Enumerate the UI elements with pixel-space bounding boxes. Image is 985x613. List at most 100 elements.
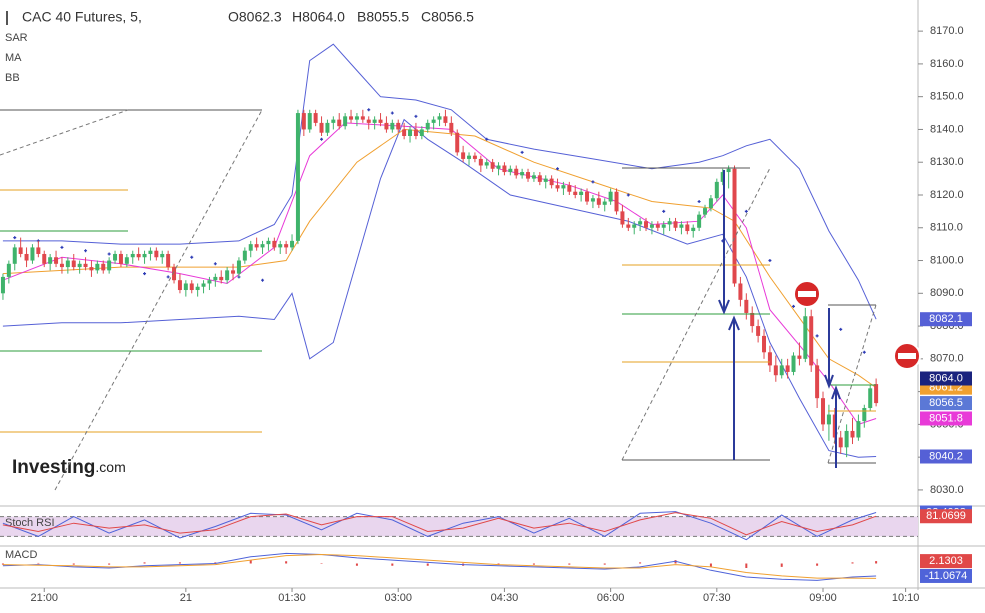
candle-body [30, 247, 35, 261]
candle-body [107, 260, 112, 271]
candle-body [579, 191, 584, 195]
stoch-line [2, 512, 877, 536]
candle-body [172, 267, 177, 281]
candle-body [425, 122, 430, 130]
candle-body [290, 240, 295, 248]
candle-body [337, 119, 342, 127]
candle-body [638, 221, 643, 225]
y-tick-label: 8090.0 [930, 287, 964, 299]
candle-body [856, 421, 861, 438]
candle-body [189, 283, 194, 291]
candle-body [59, 263, 64, 268]
value-tag-bg [920, 509, 972, 524]
histogram-bar [603, 563, 606, 565]
y-tick-label: 8160.0 [930, 58, 964, 70]
candle-body [514, 168, 519, 176]
candle-body [756, 326, 761, 336]
panel-title: MACD [5, 549, 37, 561]
candle-body [496, 165, 501, 169]
candle-body [213, 276, 218, 281]
candle-body [649, 224, 654, 228]
candle-body [567, 185, 572, 192]
candle-body [113, 253, 118, 261]
sar-dot [626, 193, 630, 197]
candle-body [166, 253, 171, 268]
histogram-bar [37, 562, 40, 564]
sar-dot [839, 327, 843, 331]
sar-dot [768, 259, 772, 263]
drawn-trend [0, 109, 129, 156]
indicator-label[interactable]: BB [5, 72, 20, 84]
indicator-label[interactable]: SAR [5, 32, 28, 44]
last-price-tag: 8056.5 [929, 397, 963, 409]
sar-dot [320, 137, 324, 141]
candle-body [573, 191, 578, 195]
candle-body [278, 244, 283, 248]
price-tag: 8040.2 [929, 450, 963, 462]
x-tick-label: 21 [180, 592, 192, 604]
histogram-bar [639, 562, 642, 564]
arrow-head [728, 315, 740, 331]
candle-body [231, 270, 236, 274]
x-tick-label: 04:30 [491, 592, 519, 604]
candle-body [437, 116, 442, 120]
candle-body [555, 185, 560, 189]
candle-body [608, 191, 613, 202]
sar-dot [662, 209, 666, 213]
candle-body [413, 129, 418, 136]
candle-body [201, 283, 206, 287]
candle-body [331, 119, 336, 123]
candle-body [0, 276, 5, 294]
x-tick-label: 03:00 [384, 592, 412, 604]
y-tick-label: 8170.0 [930, 25, 964, 37]
candle-body [585, 191, 590, 202]
candle-body [83, 263, 88, 268]
candle-body [732, 168, 737, 284]
y-tick-label: 8030.0 [930, 484, 964, 496]
quote-close: C8056.5 [421, 9, 474, 25]
y-tick-label: 8120.0 [930, 189, 964, 201]
x-tick-label: 07:30 [703, 592, 731, 604]
candle-body [838, 437, 843, 448]
candle-body [48, 257, 53, 264]
sar-dot [367, 108, 371, 112]
candle-body [354, 116, 359, 120]
candle-body [402, 129, 407, 136]
histogram-bar [285, 561, 288, 564]
logo: Investing.com [12, 457, 126, 478]
sar-dot [143, 272, 147, 276]
x-tick-label: 06:00 [597, 592, 625, 604]
value-tag: 81.0699 [926, 510, 966, 522]
candle-body [419, 129, 424, 136]
candle-body [809, 316, 814, 366]
candle-body [118, 253, 123, 264]
value-tag: 2.1303 [929, 555, 963, 567]
sar-dot [190, 255, 194, 259]
logo-text: Investing [12, 457, 95, 478]
candle-body [632, 224, 637, 228]
candle-body [343, 116, 348, 127]
candle-body [590, 198, 595, 202]
histogram-bar [391, 563, 394, 566]
sar-dot [520, 150, 524, 154]
band [0, 516, 918, 537]
price-tag: 8064.0 [929, 372, 963, 384]
candle-body [868, 388, 873, 408]
candle-body [307, 113, 312, 130]
candle-body [219, 276, 224, 281]
histogram-bar [875, 561, 878, 564]
candle-body [644, 221, 649, 228]
price-tag-bg [920, 371, 972, 386]
drawn-trend [54, 109, 263, 491]
arrow-head [718, 299, 730, 315]
last-price-tag-bg [920, 396, 972, 411]
histogram-bar [745, 563, 748, 568]
histogram-bar [851, 562, 854, 564]
quote-bid: B8055.5 [357, 9, 409, 25]
indicator-label[interactable]: MA [5, 52, 22, 64]
candle-body [130, 253, 135, 258]
sar-dot [390, 111, 394, 115]
sar-dot [815, 334, 819, 338]
value-tag-bg [920, 554, 972, 569]
candle-body [254, 244, 259, 248]
